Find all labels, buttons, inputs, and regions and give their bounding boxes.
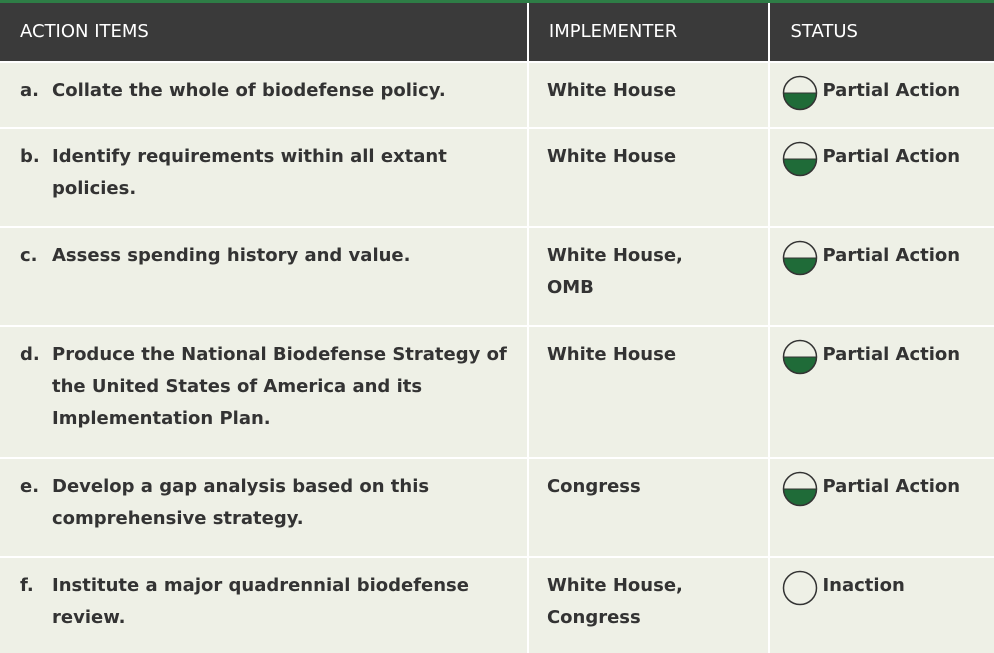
action-text: Collate the whole of biodefense policy. — [52, 80, 446, 101]
item-letter: c. — [20, 245, 38, 266]
implementer-text: White House, Congress — [546, 575, 683, 628]
action-text: Institute a major quadrennial biodefense… — [52, 575, 469, 628]
status-cell: Partial Action — [770, 459, 994, 556]
item-letter: f. — [20, 575, 34, 596]
implementer-text: Congress — [546, 476, 641, 497]
table-row: c. Assess spending history and value. Whit… — [0, 228, 994, 325]
header-cell: STATUS — [770, 3, 994, 61]
status-cell: Partial Action — [770, 327, 994, 457]
table-row: e. Develop a gap analysis based on this c… — [0, 459, 994, 556]
item-letter: e. — [20, 476, 40, 497]
table-row: f. Institute a major quadrennial biodefen… — [0, 558, 994, 653]
implementer-text: White House — [546, 146, 677, 167]
status-icon — [783, 339, 818, 375]
status-icon — [783, 570, 818, 606]
status-icon — [783, 75, 818, 111]
status-icon — [783, 141, 818, 177]
action-text: Identify requirements within all extant … — [52, 146, 447, 199]
action-cell: a. Collate the whole of biodefense policy… — [0, 63, 527, 127]
action-cell: f. Institute a major quadrennial biodefen… — [0, 558, 527, 653]
implementer-cell: White House — [528, 327, 769, 457]
item-letter: b. — [20, 146, 40, 167]
status-icon-fill — [783, 258, 817, 275]
action-text: Produce the National Biodefense Strategy… — [52, 344, 507, 429]
action-cell: b. Identify requirements within all extan… — [0, 129, 527, 226]
status-icon — [783, 471, 818, 507]
implementer-text: White House, OMB — [546, 245, 683, 298]
implementer-text: White House — [546, 80, 677, 101]
action-text: Assess spending history and value. — [52, 245, 411, 266]
implementer-cell: Congress — [528, 459, 769, 556]
header-cell: IMPLEMENTER — [528, 3, 769, 61]
implementer-cell: White House, Congress — [528, 558, 769, 653]
item-letter: d. — [20, 344, 40, 365]
status-cell: Partial Action — [770, 228, 994, 325]
table-row: d. Produce the National Biodefense Strate… — [0, 327, 994, 457]
header-row: ACTION ITEMS IMPLEMENTER STATUS — [0, 3, 994, 61]
status-text: Partial Action — [822, 476, 961, 497]
status-icon-fill — [783, 159, 817, 176]
action-cell: e. Develop a gap analysis based on this c… — [0, 459, 527, 556]
status-icon-fill — [783, 93, 817, 110]
implementer-cell: White House, OMB — [528, 228, 769, 325]
status-icon-fill — [783, 357, 817, 374]
status-icon — [783, 240, 818, 276]
implementer-text: White House — [546, 344, 677, 365]
header-cell: ACTION ITEMS — [0, 3, 527, 61]
action-text: Develop a gap analysis based on this com… — [52, 476, 430, 529]
status-icon-outline — [783, 570, 818, 606]
action-cell: c. Assess spending history and value. — [0, 228, 527, 325]
implementer-cell: White House — [528, 63, 769, 127]
table-row: b. Identify requirements within all extan… — [0, 129, 994, 226]
status-text: Partial Action — [822, 80, 961, 101]
status-text: Partial Action — [822, 245, 961, 266]
status-text: Inaction — [822, 575, 905, 596]
action-cell: d. Produce the National Biodefense Strate… — [0, 327, 527, 457]
status-text: Partial Action — [822, 146, 961, 167]
status-cell: Inaction — [770, 558, 994, 653]
table-row: a. Collate the whole of biodefense policy… — [0, 63, 994, 127]
item-letter: a. — [20, 80, 39, 101]
status-text: Partial Action — [822, 344, 961, 365]
status-cell: Partial Action — [770, 129, 994, 226]
status-cell: Partial Action — [770, 63, 994, 127]
implementer-cell: White House — [528, 129, 769, 226]
status-icon-fill — [783, 489, 817, 506]
